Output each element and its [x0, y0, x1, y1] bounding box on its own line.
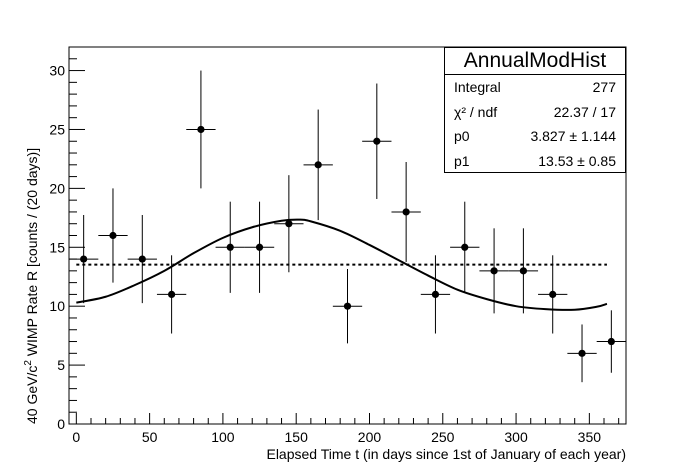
data-marker [285, 220, 293, 228]
data-point [332, 268, 363, 344]
data-point [420, 255, 451, 334]
data-point [508, 228, 539, 314]
x-axis-label: Elapsed Time t (in days since 1st of Jan… [266, 446, 626, 462]
stats-key: χ² / ndf [454, 103, 498, 120]
stats-row-p0: p0 3.827 ± 1.144 [445, 124, 625, 149]
data-point [450, 201, 480, 293]
stats-value: 22.37 / 17 [553, 103, 616, 120]
fit-curve [76, 218, 608, 311]
data-marker [343, 302, 352, 310]
data-point [98, 188, 128, 283]
x-tick-label: 0 [72, 429, 80, 445]
data-marker [461, 243, 469, 251]
data-point [186, 70, 216, 189]
data-point [567, 324, 597, 383]
x-tick-label: 200 [358, 429, 382, 445]
data-marker [402, 208, 410, 216]
data-point [215, 201, 245, 293]
y-axis-label-suffix: WIMP Rate R [counts / (20 days)] [24, 148, 40, 360]
data-marker [373, 137, 381, 145]
data-marker [519, 267, 527, 275]
y-tick-label: 30 [49, 63, 65, 79]
data-point [391, 161, 421, 262]
y-tick-label: 5 [57, 357, 65, 373]
data-point [362, 83, 392, 199]
data-marker [80, 255, 88, 263]
data-marker [197, 125, 205, 134]
stats-box: AnnualModHist Integral 277 χ² / ndf 22.3… [444, 47, 626, 173]
data-marker [578, 349, 586, 357]
y-tick-label: 25 [49, 121, 65, 137]
data-point [127, 215, 157, 304]
data-marker [490, 267, 498, 275]
data-point [538, 255, 568, 334]
data-point [69, 215, 99, 304]
data-point [156, 255, 187, 334]
x-tick-label: 300 [504, 429, 528, 445]
y-axis-label: 40 GeV/c2 WIMP Rate R [counts / (20 days… [23, 148, 40, 424]
data-marker [255, 243, 264, 251]
data-point [274, 175, 304, 273]
x-tick-label: 150 [285, 429, 309, 445]
y-tick-label: 10 [49, 298, 65, 314]
stats-key: p1 [454, 152, 470, 169]
data-point [596, 310, 626, 373]
x-axis: 0 50 100 150 200 250 300 350 [72, 413, 620, 445]
y-axis-label-prefix: 40 GeV/c [24, 366, 40, 424]
x-tick-label: 50 [142, 429, 158, 445]
stats-key: Integral [454, 79, 501, 95]
data-marker [549, 290, 557, 299]
data-marker [607, 337, 615, 346]
data-marker [226, 243, 234, 251]
stats-row-p1: p1 13.53 ± 0.85 [445, 149, 625, 174]
stats-value: 277 [592, 79, 616, 95]
stats-row-chi2: χ² / ndf 22.37 / 17 [445, 100, 625, 125]
data-marker [109, 231, 117, 240]
y-axis: 0 5 10 15 20 25 30 [49, 46, 85, 432]
y-tick-label: 0 [57, 416, 65, 432]
data-point [479, 228, 509, 314]
stats-row-integral: Integral 277 [445, 75, 625, 100]
x-tick-label: 250 [431, 429, 455, 445]
y-tick-label: 20 [49, 180, 65, 196]
stats-key: p0 [454, 128, 470, 144]
data-marker [314, 161, 322, 169]
y-tick-label: 15 [49, 239, 65, 255]
stats-box-title: AnnualModHist [445, 48, 625, 75]
data-point [244, 201, 275, 293]
data-marks [69, 70, 626, 383]
data-marker [431, 290, 440, 299]
stats-value: 13.53 ± 0.85 [538, 152, 616, 169]
x-tick-label: 100 [211, 429, 235, 445]
data-marker [138, 255, 146, 263]
stats-value: 3.827 ± 1.144 [530, 128, 616, 144]
x-tick-label: 350 [578, 429, 602, 445]
data-marker [168, 290, 176, 299]
y-axis-label-superscript: 2 [23, 360, 34, 366]
data-point [303, 109, 333, 221]
